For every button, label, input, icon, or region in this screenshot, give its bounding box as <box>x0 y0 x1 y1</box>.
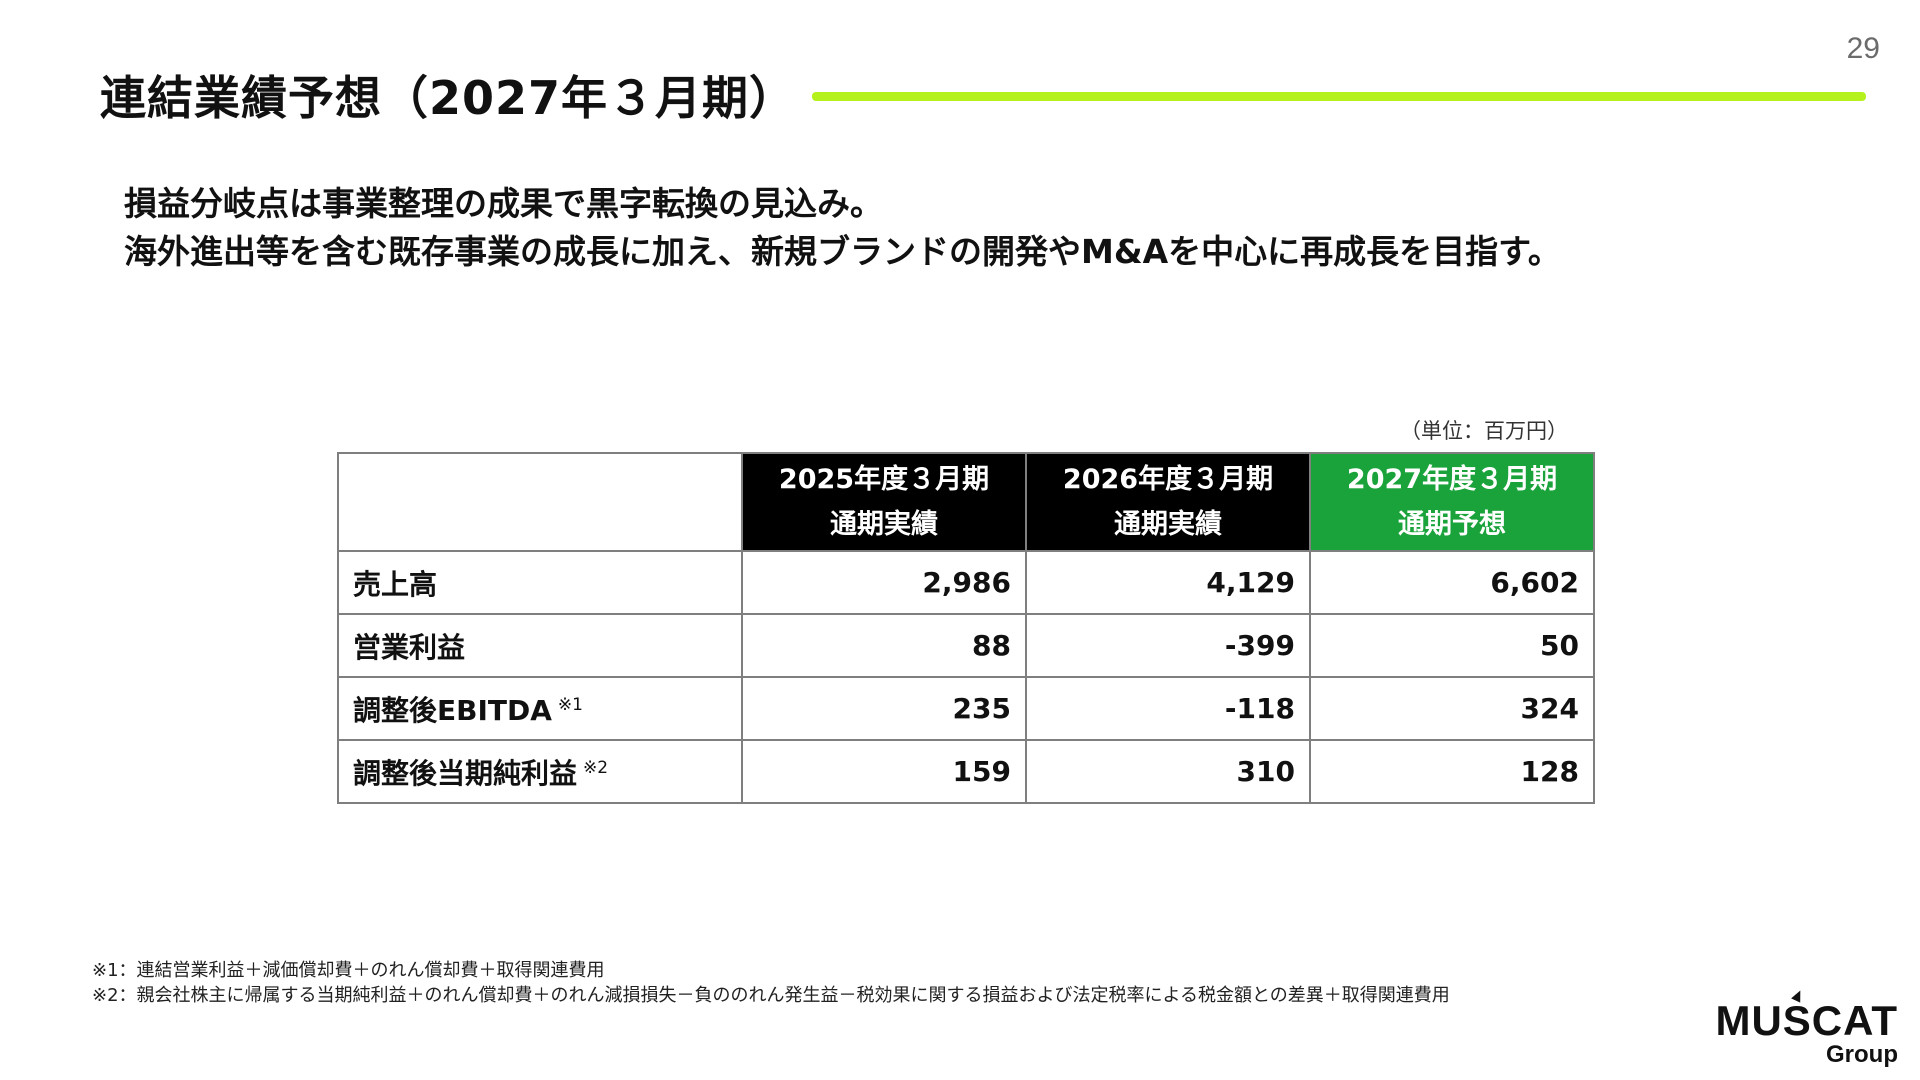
company-logo: MUSCAT Group <box>1715 1000 1898 1068</box>
row-label: 営業利益 <box>337 613 743 678</box>
footnote-marker: ※2 <box>583 757 609 778</box>
row-label: 調整後EBITDA ※1 <box>337 676 743 741</box>
header-fy2026: 2026年度３月期 通期実績 <box>1025 452 1311 552</box>
row-label-text: 売上高 <box>353 567 438 601</box>
table-cell: 128 <box>1309 739 1595 804</box>
table-cell: 2,986 <box>741 550 1027 615</box>
row-label: 売上高 <box>337 550 743 615</box>
footnote-marker: ※1 <box>557 694 583 715</box>
header-fy2027-type: 通期予想 <box>1398 509 1506 540</box>
header-fy2025-period: 2025年度３月期 <box>778 464 990 495</box>
table-cell: 324 <box>1309 676 1595 741</box>
lead-line-1: 損益分岐点は事業整理の成果で黒字転換の見込み。 <box>124 184 883 223</box>
header-blank-cell <box>337 452 743 552</box>
table-header-row: 2025年度３月期 通期実績 2026年度３月期 通期実績 2027年度３月期 … <box>337 452 1595 552</box>
row-label-text: 調整後EBITDA <box>353 693 552 727</box>
table-cell: 6,602 <box>1309 550 1595 615</box>
table-cell: 310 <box>1025 739 1311 804</box>
header-fy2025-type: 通期実績 <box>830 509 938 540</box>
table-cell: 4,129 <box>1025 550 1311 615</box>
header-fy2027-period: 2027年度３月期 <box>1346 464 1558 495</box>
table-row: 調整後EBITDA ※1 235 -118 324 <box>337 676 1595 741</box>
table-cell: 235 <box>741 676 1027 741</box>
table-cell: 50 <box>1309 613 1595 678</box>
lead-text: 損益分岐点は事業整理の成果で黒字転換の見込み。 海外進出等を含む既存事業の成長に… <box>124 180 1561 276</box>
table-row: 営業利益 88 -399 50 <box>337 613 1595 678</box>
footnotes: ※1：連結営業利益＋減価償却費＋のれん償却費＋取得関連費用 ※2：親会社株主に帰… <box>92 958 1450 1008</box>
table-cell: 88 <box>741 613 1027 678</box>
row-label-text: 調整後当期純利益 <box>353 756 578 790</box>
unit-label: （単位：百万円） <box>1400 419 1568 443</box>
logo-brand: MUSCAT <box>1715 997 1898 1044</box>
table-cell: 159 <box>741 739 1027 804</box>
table-cell: -118 <box>1025 676 1311 741</box>
row-label-text: 営業利益 <box>353 630 466 664</box>
table-row: 売上高 2,986 4,129 6,602 <box>337 550 1595 615</box>
footnote-2: ※2：親会社株主に帰属する当期純利益＋のれん償却費＋のれん減損損失－負ののれん発… <box>92 985 1450 1006</box>
header-fy2026-period: 2026年度３月期 <box>1062 464 1274 495</box>
header-fy2027: 2027年度３月期 通期予想 <box>1309 452 1595 552</box>
table-row: 調整後当期純利益 ※2 159 310 128 <box>337 739 1595 804</box>
logo-sub: Group <box>1826 1041 1898 1068</box>
footnote-1: ※1：連結営業利益＋減価償却費＋のれん償却費＋取得関連費用 <box>92 960 605 981</box>
page-number: 29 <box>1846 32 1880 65</box>
header-fy2026-type: 通期実績 <box>1114 509 1222 540</box>
row-label: 調整後当期純利益 ※2 <box>337 739 743 804</box>
table-cell: -399 <box>1025 613 1311 678</box>
page-title: 連結業績予想（2027年３月期） <box>100 71 797 125</box>
lead-line-2: 海外進出等を含む既存事業の成長に加え、新規ブランドの開発やM&Aを中心に再成長を… <box>124 232 1561 271</box>
header-fy2025: 2025年度３月期 通期実績 <box>741 452 1027 552</box>
title-accent-rule <box>812 92 1866 101</box>
results-table: 2025年度３月期 通期実績 2026年度３月期 通期実績 2027年度３月期 … <box>337 452 1595 804</box>
